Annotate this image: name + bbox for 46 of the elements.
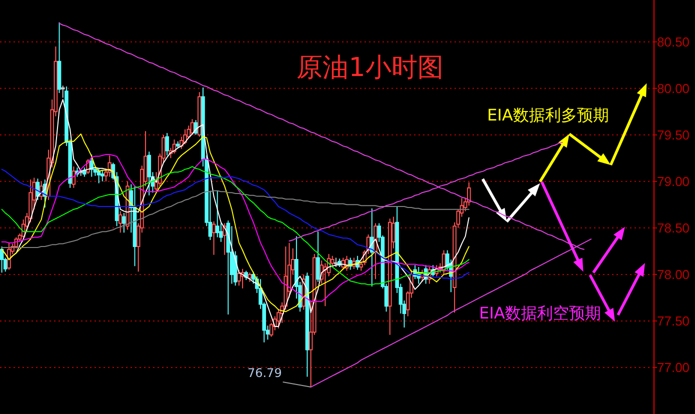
annotation: EIA数据利空预期 [479,304,601,322]
y-tick-label: 77.00 [657,360,690,375]
annotation: 76.79 [247,366,282,380]
candlestick [72,166,76,188]
candlestick [100,170,104,182]
y-tick-label: 80.50 [657,34,690,50]
candlestick [122,212,126,234]
candlestick [212,220,216,256]
text: 原油1小时图 [296,53,444,83]
candlestick [216,190,220,238]
line-series [1,190,470,248]
y-tick-label: 77.50 [657,313,690,328]
candlestick [60,85,65,98]
candlestick [132,186,137,267]
y-tick-label: 79.50 [657,127,690,142]
candlestick [90,154,94,178]
candlestick [198,92,202,138]
candlestick [96,168,101,184]
line-series [288,142,563,242]
candlestick [388,218,392,336]
candlestick [7,242,11,270]
candlestick [147,151,152,196]
candlestick [190,118,194,136]
line-series [1,133,470,312]
y-tick-label: 79.00 [657,174,690,189]
candlestick [248,272,252,282]
candlestick [118,210,122,234]
y-tick-label: 78.00 [657,266,690,282]
candlestick [222,222,226,256]
candlestick [57,22,62,94]
candlestick [237,269,241,286]
y-tick-label: 78.50 [657,220,690,236]
candlestick [176,140,180,148]
candlestick [78,168,83,176]
candlestick [370,208,374,288]
annotation: EIA数据利多预期 [487,106,609,124]
candlestick [226,220,230,315]
candlestick [374,222,378,280]
y-tick-label: 80.00 [657,80,690,96]
candlestick [334,257,338,268]
candlestick [0,246,4,274]
candlestick [305,272,310,378]
candlestick [183,128,187,145]
candlestick [165,132,169,156]
candlestick [316,231,320,282]
line-series [1,154,470,302]
